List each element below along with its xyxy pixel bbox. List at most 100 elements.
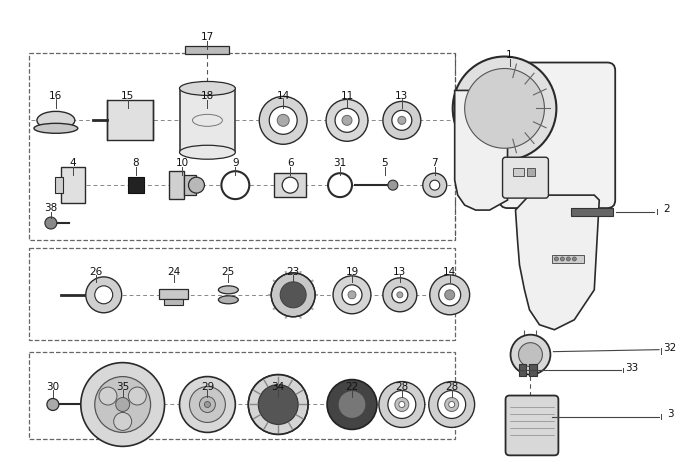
Text: 34: 34 bbox=[272, 382, 285, 392]
Text: 23: 23 bbox=[286, 267, 300, 277]
Bar bbox=[127, 177, 144, 193]
Circle shape bbox=[453, 56, 556, 160]
Circle shape bbox=[566, 257, 570, 261]
Circle shape bbox=[510, 335, 550, 375]
Circle shape bbox=[379, 382, 425, 427]
Text: 19: 19 bbox=[345, 267, 358, 277]
Circle shape bbox=[348, 291, 356, 299]
Circle shape bbox=[573, 257, 576, 261]
Circle shape bbox=[395, 398, 409, 411]
Circle shape bbox=[519, 343, 543, 367]
Ellipse shape bbox=[218, 296, 238, 304]
Bar bbox=[552, 255, 584, 263]
Text: 8: 8 bbox=[132, 158, 139, 168]
Bar bbox=[512, 168, 524, 176]
Circle shape bbox=[248, 375, 308, 434]
Text: 5: 5 bbox=[382, 158, 388, 168]
Bar bbox=[519, 364, 526, 376]
Text: 26: 26 bbox=[89, 267, 102, 277]
Text: 13: 13 bbox=[393, 267, 407, 277]
Text: 28: 28 bbox=[445, 382, 458, 392]
Circle shape bbox=[328, 173, 352, 197]
Text: 24: 24 bbox=[167, 267, 180, 277]
Circle shape bbox=[335, 109, 359, 132]
Circle shape bbox=[399, 401, 405, 407]
FancyBboxPatch shape bbox=[500, 63, 615, 208]
Circle shape bbox=[438, 391, 466, 418]
Circle shape bbox=[398, 117, 406, 125]
Circle shape bbox=[392, 287, 408, 303]
Circle shape bbox=[113, 413, 132, 431]
Text: 17: 17 bbox=[201, 31, 214, 41]
Text: 1: 1 bbox=[506, 49, 513, 60]
Circle shape bbox=[430, 275, 470, 315]
Polygon shape bbox=[515, 195, 599, 330]
Text: 25: 25 bbox=[222, 267, 235, 277]
Circle shape bbox=[429, 382, 475, 427]
Circle shape bbox=[277, 114, 289, 126]
Bar bbox=[169, 171, 185, 199]
Circle shape bbox=[449, 401, 455, 407]
Circle shape bbox=[47, 399, 59, 410]
Text: 35: 35 bbox=[116, 382, 130, 392]
Circle shape bbox=[327, 380, 377, 430]
Circle shape bbox=[116, 398, 130, 411]
Text: 16: 16 bbox=[49, 91, 62, 102]
Circle shape bbox=[388, 391, 416, 418]
Text: 7: 7 bbox=[431, 158, 438, 168]
Text: 13: 13 bbox=[395, 91, 409, 102]
Circle shape bbox=[383, 102, 421, 139]
Circle shape bbox=[280, 282, 306, 308]
Circle shape bbox=[221, 171, 249, 199]
Circle shape bbox=[342, 285, 362, 305]
Circle shape bbox=[397, 292, 402, 298]
Text: 4: 4 bbox=[69, 158, 76, 168]
Bar bbox=[528, 168, 536, 176]
Text: 9: 9 bbox=[232, 158, 239, 168]
Text: 11: 11 bbox=[340, 91, 354, 102]
Circle shape bbox=[282, 177, 298, 193]
Circle shape bbox=[430, 180, 440, 190]
Circle shape bbox=[561, 257, 564, 261]
Circle shape bbox=[199, 397, 216, 413]
Circle shape bbox=[94, 376, 150, 432]
Circle shape bbox=[128, 387, 146, 405]
Text: 28: 28 bbox=[395, 382, 409, 392]
Bar bbox=[106, 101, 153, 140]
FancyBboxPatch shape bbox=[505, 396, 559, 455]
Circle shape bbox=[86, 277, 122, 313]
Circle shape bbox=[388, 180, 398, 190]
Circle shape bbox=[259, 96, 307, 144]
Bar bbox=[55, 177, 63, 193]
Ellipse shape bbox=[179, 145, 235, 159]
Polygon shape bbox=[455, 90, 508, 210]
Bar bbox=[61, 167, 85, 203]
Text: 29: 29 bbox=[201, 382, 214, 392]
Circle shape bbox=[423, 173, 447, 197]
Circle shape bbox=[338, 391, 366, 418]
Bar bbox=[186, 46, 230, 54]
Circle shape bbox=[188, 177, 204, 193]
Text: 38: 38 bbox=[44, 203, 57, 213]
Circle shape bbox=[342, 115, 352, 125]
Circle shape bbox=[444, 290, 455, 300]
Circle shape bbox=[99, 387, 117, 405]
Circle shape bbox=[80, 363, 164, 446]
Circle shape bbox=[271, 273, 315, 317]
Ellipse shape bbox=[218, 286, 238, 294]
Circle shape bbox=[444, 398, 458, 411]
Circle shape bbox=[554, 257, 559, 261]
Text: 14: 14 bbox=[276, 91, 290, 102]
FancyBboxPatch shape bbox=[503, 157, 548, 198]
Circle shape bbox=[179, 376, 235, 432]
Text: 6: 6 bbox=[287, 158, 293, 168]
Circle shape bbox=[333, 276, 371, 314]
Text: 10: 10 bbox=[176, 158, 189, 168]
Bar bbox=[529, 364, 538, 376]
Text: 22: 22 bbox=[345, 382, 358, 392]
Text: 18: 18 bbox=[201, 91, 214, 102]
Circle shape bbox=[465, 69, 545, 148]
Circle shape bbox=[45, 217, 57, 229]
Ellipse shape bbox=[179, 81, 235, 95]
Circle shape bbox=[190, 386, 225, 423]
